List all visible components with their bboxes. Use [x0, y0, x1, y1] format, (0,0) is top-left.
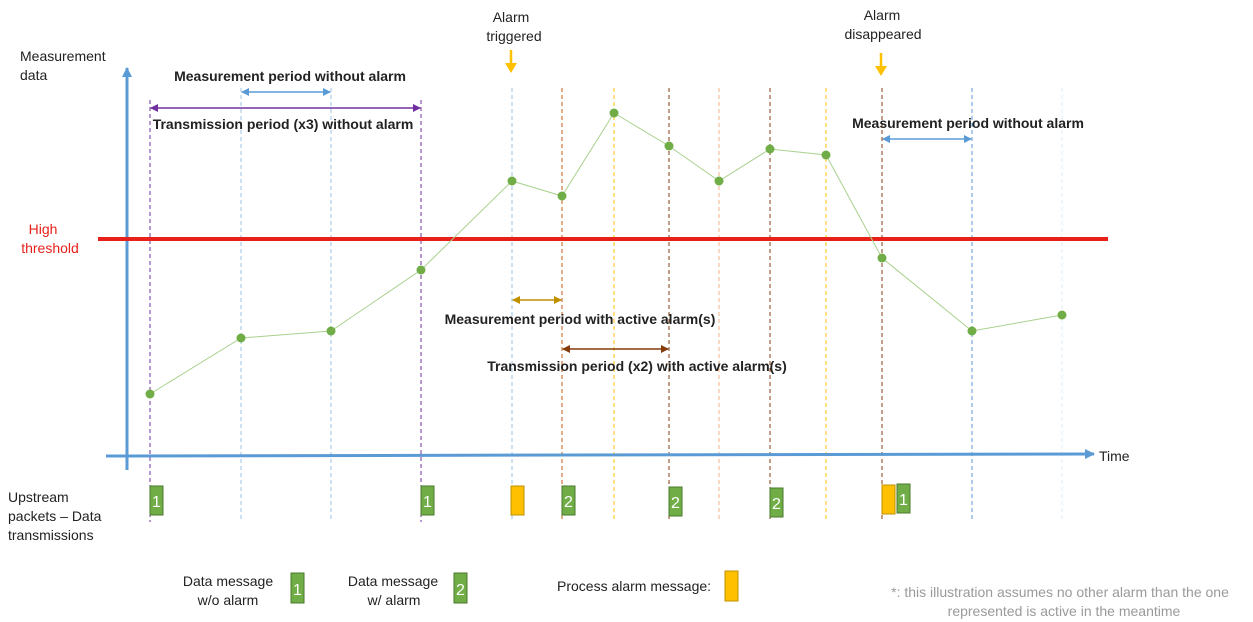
- data-packet: [896, 483, 911, 514]
- measurement-point: [765, 144, 775, 154]
- data-packet: [420, 485, 435, 516]
- legend-data-w-alarm-label: w/ alarm: [367, 592, 421, 608]
- measurement-point: [145, 389, 155, 399]
- transmission-period-active-label: Transmission period (x2) with active ala…: [487, 358, 787, 374]
- footnote: *: this illustration assumes no other al…: [891, 584, 1229, 600]
- x-axis: [105, 449, 1095, 460]
- threshold-label: High: [29, 221, 58, 237]
- data-packet-number: 1: [423, 494, 432, 511]
- legend-data-wo-alarm-label: w/o alarm: [197, 592, 259, 608]
- alarm-disappeared-label: disappeared: [844, 26, 921, 42]
- data-packet-number: 2: [564, 494, 573, 511]
- legend-data-wo-alarm-swatch: [290, 572, 305, 604]
- measurement-point: [714, 176, 724, 186]
- data-packet-number: 1: [899, 492, 908, 509]
- legend-data-wo-alarm-label: Data message: [183, 573, 273, 589]
- data-packet-number: 2: [772, 496, 781, 513]
- legend: Data message w/o alarm 1 Data message w/…: [183, 570, 739, 608]
- x-axis-label: Time: [1099, 448, 1130, 464]
- measurement-series-line: [149, 112, 1063, 395]
- measurement-period-active-label: Measurement period with active alarm(s): [445, 311, 716, 327]
- legend-process-alarm-label: Process alarm message:: [557, 578, 711, 594]
- upstream-label: transmissions: [8, 527, 94, 543]
- measurement-point: [236, 333, 246, 343]
- y-axis-label: Measurement: [20, 48, 106, 64]
- alarm-packet: [510, 485, 525, 516]
- measurement-period-label: Measurement period without alarm: [174, 68, 406, 84]
- alarm-triggered-label: Alarm: [493, 9, 530, 25]
- upstream-label: Upstream: [8, 489, 69, 505]
- measurement-point: [557, 191, 567, 201]
- data-packet: [149, 485, 164, 516]
- upstream-packets: 1 1 2 2 2 1: [149, 483, 911, 518]
- data-packet-number: 2: [671, 495, 680, 512]
- legend-data-w-alarm-number: 2: [456, 582, 465, 599]
- measurement-point: [821, 150, 831, 160]
- measurement-point: [609, 108, 619, 118]
- measurement-point: [1057, 310, 1067, 320]
- y-axis-label: data: [20, 67, 47, 83]
- legend-data-wo-alarm-number: 1: [293, 582, 302, 599]
- measurement-point: [416, 265, 426, 275]
- data-packet: [561, 485, 576, 516]
- alarm-disappeared-label: Alarm: [864, 7, 901, 23]
- legend-process-alarm-swatch: [724, 570, 739, 602]
- measurement-point: [967, 326, 977, 336]
- upstream-label: packets – Data: [8, 508, 102, 524]
- data-packet-number: 1: [152, 494, 161, 511]
- alarm-disappeared-arrow-icon: [875, 53, 887, 76]
- data-packet: [668, 486, 683, 517]
- transmission-period-label: Transmission period (x3) without alarm: [153, 116, 414, 132]
- measurement-point: [664, 141, 674, 151]
- measurement-point: [326, 326, 336, 336]
- time-markers: [149, 88, 1063, 522]
- measurement-point: [877, 253, 887, 263]
- alarm-packet: [881, 484, 896, 515]
- alarm-triggered-arrow-icon: [505, 50, 517, 73]
- measurement-period-after-label: Measurement period without alarm: [852, 115, 1084, 131]
- threshold-label: threshold: [21, 240, 79, 256]
- measurement-points: [145, 108, 1067, 399]
- data-packet: [769, 487, 784, 518]
- measurement-point: [507, 176, 517, 186]
- legend-data-w-alarm-swatch: [453, 572, 468, 604]
- alarm-triggered-label: triggered: [486, 28, 541, 44]
- footnote: represented is active in the meantime: [948, 603, 1181, 619]
- legend-data-w-alarm-label: Data message: [348, 573, 438, 589]
